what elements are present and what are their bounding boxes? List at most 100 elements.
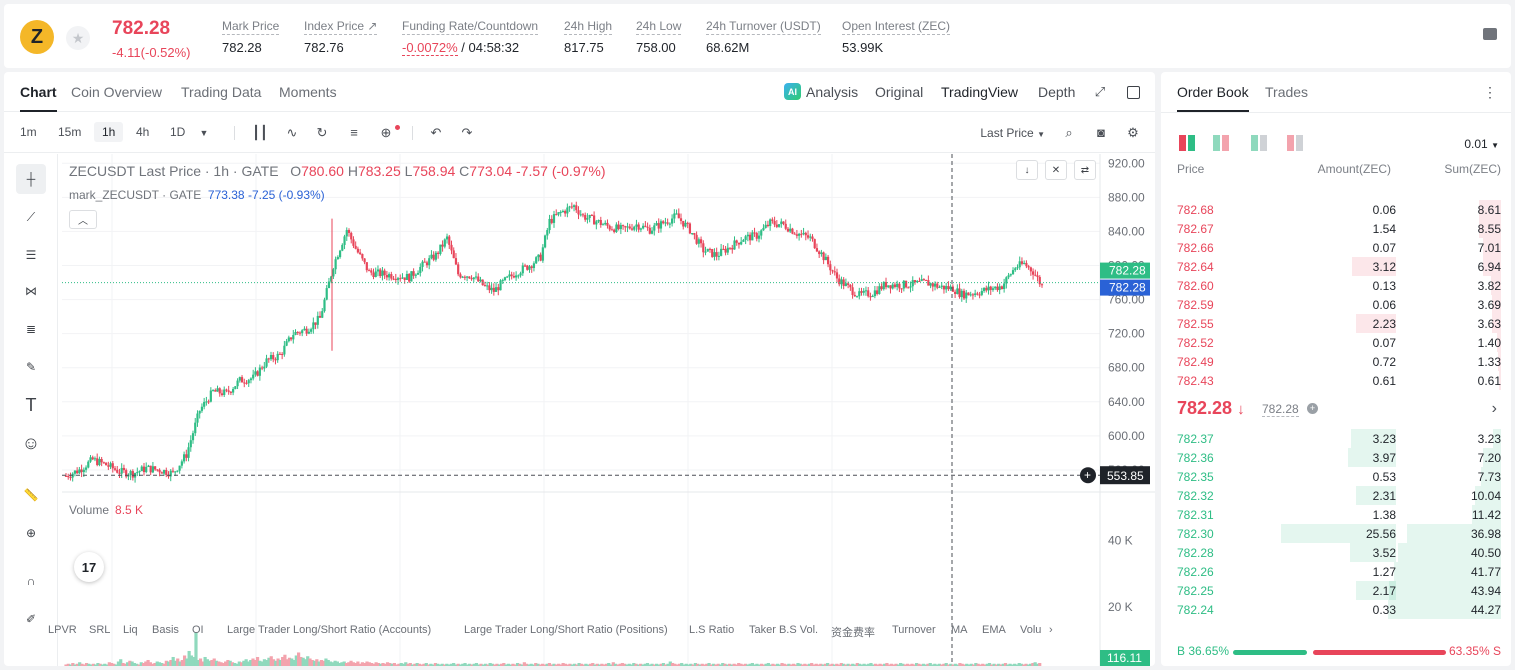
emoji-icon[interactable]: ☺ (21, 432, 41, 453)
indicator-large-trader-accounts[interactable]: Large Trader Long/Short Ratio (Accounts) (227, 624, 432, 636)
candle-type-icon[interactable]: ┃┃ (252, 125, 268, 140)
crosshair-icon[interactable]: ┼ (16, 164, 46, 194)
undo-icon[interactable]: ↶ (430, 125, 442, 140)
ask-row[interactable]: 782.66 0.07 7.01 (1161, 238, 1511, 257)
indicator-liq[interactable]: Liq (123, 624, 138, 636)
interval-1h[interactable]: 1h (94, 122, 124, 142)
search-icon[interactable]: ⌕ (1065, 125, 1073, 140)
indicator-oi[interactable]: OI (192, 624, 204, 636)
horizontal-lines-icon[interactable]: ☰ (25, 248, 37, 262)
mid-mark-price[interactable]: 782.28 (1262, 402, 1299, 417)
swap-icon[interactable]: ⇄ (1074, 160, 1096, 180)
indicator-srl[interactable]: SRL (89, 624, 111, 636)
stat-index-price[interactable]: Index Price ↗ 782.76 (304, 19, 378, 55)
view-bids-icon[interactable] (1213, 135, 1229, 151)
view-depth[interactable]: Depth (1038, 84, 1076, 100)
fib-icon[interactable]: ≣ (25, 322, 37, 336)
ruler-icon[interactable]: 📏 (23, 488, 39, 502)
indicator-funding-rate[interactable]: 资金费率 (831, 627, 875, 639)
volume-bar (312, 660, 317, 666)
legend-collapse-button[interactable]: ︿ (69, 210, 97, 229)
indicator-ma[interactable]: MA (951, 624, 968, 636)
tab-coin-overview[interactable]: Coin Overview (71, 84, 163, 100)
interval-1d[interactable]: 1D (170, 125, 186, 139)
indicator-ls-ratio[interactable]: L.S Ratio (689, 624, 735, 636)
indicator-taker-bs-vol[interactable]: Taker B.S Vol. (749, 624, 819, 636)
view-both-icon[interactable] (1179, 135, 1195, 151)
interval-1m[interactable]: 1m (20, 125, 37, 139)
indicator-basis[interactable]: Basis (152, 624, 179, 636)
bid-row[interactable]: 782.37 3.23 3.23 (1161, 429, 1511, 448)
text-tool-icon[interactable]: T (25, 394, 37, 415)
precision-select[interactable]: 0.01 ▼ (1464, 137, 1499, 151)
bid-row[interactable]: 782.26 1.27 41.77 (1161, 562, 1511, 581)
lock-draw-icon[interactable]: ✐ (25, 612, 37, 626)
volume-bar (976, 663, 980, 666)
interval-4h[interactable]: 4h (136, 125, 150, 139)
view-tradingview[interactable]: TradingView (941, 84, 1019, 100)
more-menu-icon[interactable]: ⋮ (1483, 84, 1497, 100)
ask-row[interactable]: 782.49 0.72 1.33 (1161, 352, 1511, 371)
bid-row[interactable]: 782.32 2.31 10.04 (1161, 486, 1511, 505)
brush-icon[interactable]: ✎ (25, 360, 37, 374)
bid-row[interactable]: 782.31 1.38 11.42 (1161, 505, 1511, 524)
bid-row[interactable]: 782.35 0.53 7.73 (1161, 467, 1511, 486)
book-icon[interactable] (1483, 28, 1497, 40)
candle-body (102, 462, 105, 464)
bid-row[interactable]: 782.36 3.97 7.20 (1161, 448, 1511, 467)
indicator-turnover[interactable]: Turnover (892, 624, 936, 636)
window-icon[interactable] (1127, 86, 1140, 99)
funding-rate-value[interactable]: -0.0072% (402, 40, 458, 56)
interval-15m[interactable]: 15m (58, 125, 82, 139)
ask-row[interactable]: 782.67 1.54 8.55 (1161, 219, 1511, 238)
ask-row[interactable]: 782.43 0.61 0.61 (1161, 371, 1511, 390)
redo-icon[interactable]: ↷ (461, 125, 473, 140)
indicators-icon[interactable]: ∿ (286, 125, 298, 140)
trend-line-icon[interactable]: ⟋ (26, 209, 36, 224)
ask-row[interactable]: 782.68 0.06 8.61 (1161, 200, 1511, 219)
add-indicator-icon[interactable]: ⊕ (380, 125, 392, 140)
zoom-in-icon[interactable]: ⊕ (25, 526, 37, 540)
view-asks-green-icon[interactable] (1251, 135, 1267, 151)
info-icon[interactable]: + (1307, 403, 1318, 414)
tradingview-logo-icon[interactable]: 17 (74, 552, 104, 582)
ask-row[interactable]: 782.59 0.06 3.69 (1161, 295, 1511, 314)
ask-row[interactable]: 782.60 0.13 3.82 (1161, 276, 1511, 295)
ask-row[interactable]: 782.52 0.07 1.40 (1161, 333, 1511, 352)
indicator-volume[interactable]: Volu (1020, 624, 1042, 636)
fullscreen-icon[interactable]: ⤢ (1094, 84, 1106, 99)
price-type-select[interactable]: Last Price ▼ (980, 126, 1045, 140)
camera-icon[interactable]: ◙ (1097, 125, 1105, 140)
price-chart[interactable]: 920.00880.00840.00800.00760.00720.00680.… (4, 154, 1155, 666)
view-asks-icon[interactable] (1287, 135, 1303, 151)
collapse-arrows-icon[interactable]: ✕ (1045, 160, 1067, 180)
chevron-right-icon[interactable]: › (1491, 400, 1497, 417)
view-original[interactable]: Original (875, 84, 924, 100)
candle-body (247, 380, 250, 384)
tab-order-book[interactable]: Order Book (1177, 84, 1249, 112)
indicator-large-trader-positions[interactable]: Large Trader Long/Short Ratio (Positions… (464, 624, 668, 636)
ask-row[interactable]: 782.55 2.23 3.63 (1161, 314, 1511, 333)
bid-row[interactable]: 782.28 3.52 40.50 (1161, 543, 1511, 562)
bid-row[interactable]: 782.25 2.17 43.94 (1161, 581, 1511, 600)
tab-moments[interactable]: Moments (279, 84, 337, 100)
magnet-icon[interactable]: ∩ (26, 574, 36, 588)
favorite-star-icon[interactable]: ★ (66, 26, 90, 50)
pattern-icon[interactable]: ⋈ (25, 284, 37, 298)
template-icon[interactable]: ≡ (350, 125, 358, 140)
view-analysis[interactable]: Analysis (806, 84, 859, 100)
ask-row[interactable]: 782.64 3.12 6.94 (1161, 257, 1511, 276)
indicator-lpvr[interactable]: LPVR (48, 624, 77, 636)
bid-row[interactable]: 782.24 0.33 44.27 (1161, 600, 1511, 619)
scroll-down-icon[interactable]: ↓ (1016, 160, 1038, 180)
tab-trading-data[interactable]: Trading Data (181, 84, 262, 100)
indicator-ema[interactable]: EMA (982, 624, 1006, 636)
interval-dropdown-icon[interactable]: ▼ (199, 128, 209, 138)
bid-row[interactable]: 782.30 25.56 36.98 (1161, 524, 1511, 543)
ai-analysis-icon[interactable]: AI (784, 83, 801, 100)
indicator-more-chevron-icon[interactable]: › (1049, 624, 1053, 636)
replay-icon[interactable]: ↻ (316, 125, 328, 140)
settings-gear-icon[interactable]: ⚙ (1127, 125, 1139, 140)
tab-trades[interactable]: Trades (1265, 84, 1309, 100)
tab-chart[interactable]: Chart (20, 84, 57, 112)
